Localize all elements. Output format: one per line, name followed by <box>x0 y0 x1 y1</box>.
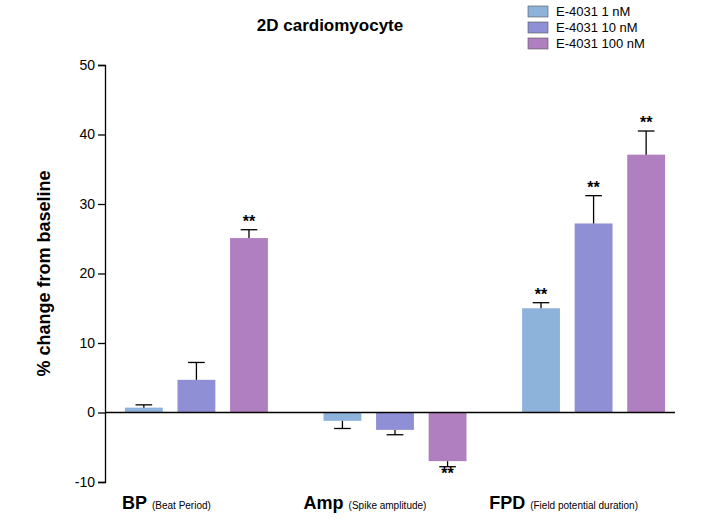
error-cap <box>387 434 404 435</box>
error-cap <box>334 428 351 429</box>
significance-label: ** <box>441 465 454 482</box>
error-cap <box>188 362 205 363</box>
y-axis-title: % change from baseline <box>34 170 54 376</box>
error-stem <box>248 230 249 238</box>
error-bar <box>334 421 351 429</box>
y-tick: 10 <box>79 335 105 351</box>
bar <box>177 380 215 413</box>
error-bar <box>188 362 205 379</box>
y-tick-mark <box>98 343 105 344</box>
error-stem <box>196 362 197 379</box>
error-bar <box>241 230 258 238</box>
legend-label: E-4031 1 nM <box>556 4 630 19</box>
error-bar <box>533 303 550 309</box>
error-bar <box>136 405 153 408</box>
y-tick-label: 10 <box>79 335 95 351</box>
legend-swatch <box>528 38 548 49</box>
y-tick-label: 40 <box>79 126 95 142</box>
category-name: FPD <box>489 493 525 513</box>
significance-label: ** <box>587 179 600 196</box>
bar <box>429 413 467 462</box>
bar <box>522 308 560 412</box>
y-tick: -10 <box>75 474 105 490</box>
error-bar <box>638 131 655 155</box>
y-tick-mark <box>98 482 105 483</box>
y-tick-label: 30 <box>79 196 95 212</box>
legend-swatch <box>528 6 548 17</box>
y-tick: 0 <box>87 404 105 420</box>
y-tick-mark <box>98 65 105 66</box>
y-tick-label: 0 <box>87 404 95 420</box>
title: 2D cardiomyocyte <box>257 16 403 35</box>
x-tick-label: FPD (Field potential duration) <box>489 493 638 513</box>
y-tick: 50 <box>79 57 105 73</box>
zero-line <box>105 412 675 413</box>
legend-swatch <box>528 22 548 33</box>
legend: E-4031 1 nME-4031 10 nME-4031 100 nM <box>528 4 645 51</box>
category-name: Amp <box>304 493 344 513</box>
y-tick-mark <box>98 273 105 274</box>
legend-item: E-4031 1 nM <box>528 4 630 19</box>
plot-area <box>125 131 665 467</box>
y-tick: 30 <box>79 196 105 212</box>
category-note: (Beat Period) <box>152 500 211 511</box>
legend-item: E-4031 100 nM <box>528 36 645 51</box>
error-stem <box>342 421 343 429</box>
bar <box>125 408 163 413</box>
x-tick-label: Amp (Spike amplitude) <box>304 493 427 513</box>
y-tick-mark <box>98 412 105 413</box>
category-note: (Field potential duration) <box>530 500 638 511</box>
y-tick-mark <box>98 204 105 205</box>
significance-label: ** <box>243 213 256 230</box>
error-stem <box>540 303 541 309</box>
legend-item: E-4031 10 nM <box>528 20 638 35</box>
error-stem <box>394 430 395 435</box>
chart: 2D cardiomyocyte % change from baseline -1… <box>0 0 703 527</box>
error-bar <box>387 430 404 435</box>
bar <box>230 238 268 412</box>
legend-label: E-4031 10 nM <box>556 20 638 35</box>
category-note: (Spike amplitude) <box>349 500 427 511</box>
y-axis: -10 0 10 20 30 40 50 <box>75 57 106 490</box>
y-tick-label: 20 <box>79 265 95 281</box>
significance-label: ** <box>640 114 653 131</box>
error-bar <box>585 196 602 224</box>
y-tick: 20 <box>79 265 105 281</box>
y-tick-label: -10 <box>75 474 95 490</box>
error-stem <box>593 196 594 224</box>
y-axis-line <box>98 66 106 483</box>
error-stem <box>645 131 646 155</box>
error-cap <box>136 404 153 405</box>
legend-label: E-4031 100 nM <box>556 36 645 51</box>
significance-label: ** <box>535 286 548 303</box>
x-tick-label: BP (Beat Period) <box>122 493 211 513</box>
category-name: BP <box>122 493 147 513</box>
bar <box>575 223 613 412</box>
bar <box>324 413 362 421</box>
y-tick-mark <box>98 134 105 135</box>
bar <box>376 413 414 430</box>
bar <box>627 155 665 413</box>
y-tick-label: 50 <box>79 57 95 73</box>
y-tick: 40 <box>79 126 105 142</box>
